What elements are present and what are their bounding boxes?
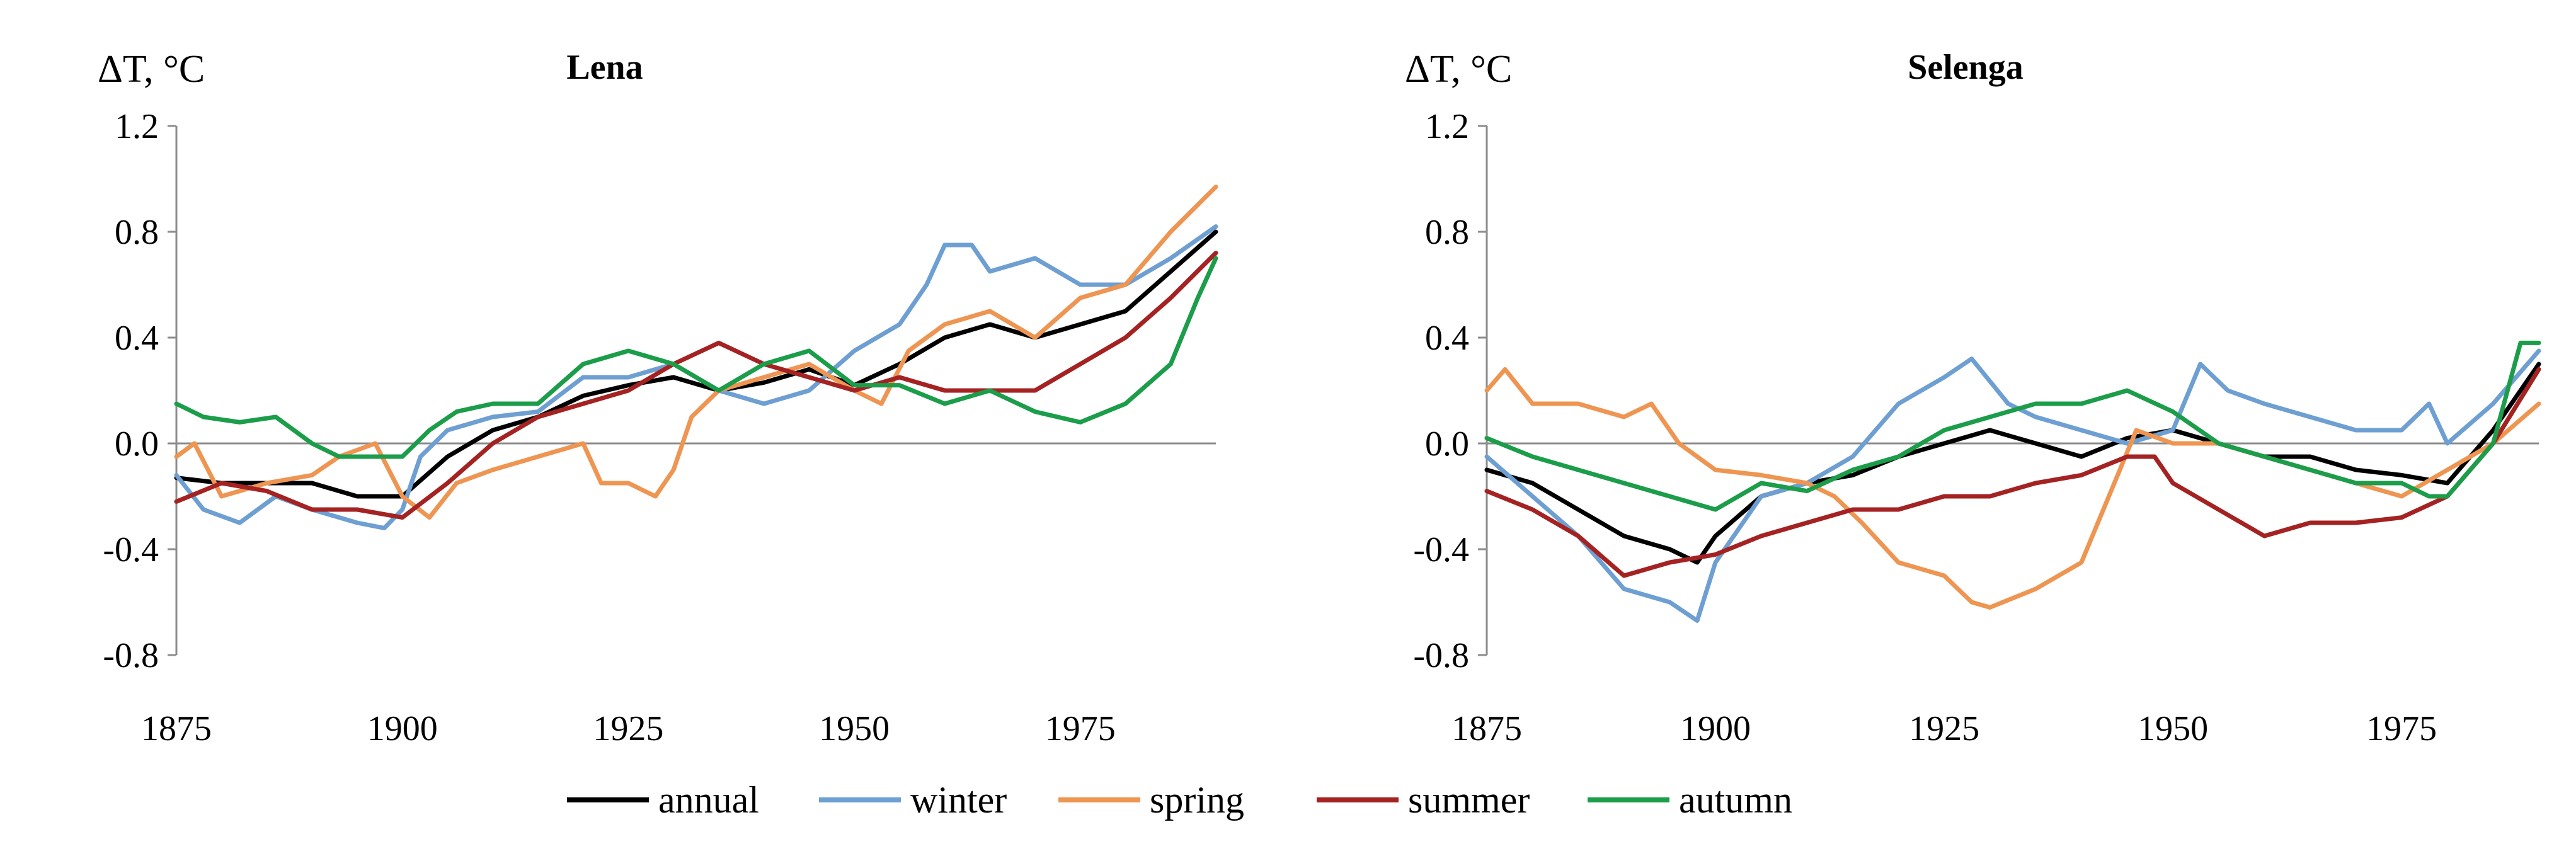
legend-label-winter: winter xyxy=(910,779,1007,821)
x-tick-label: 1875 xyxy=(1451,709,1522,748)
chart-title: Selenga xyxy=(1908,48,2024,87)
y-axis-label: ΔT, °C xyxy=(98,48,205,91)
legend-label-summer: summer xyxy=(1408,779,1530,821)
x-tick-label: 1900 xyxy=(1680,709,1751,748)
y-tick-label: -0.8 xyxy=(103,636,159,675)
y-axis-label: ΔT, °C xyxy=(1405,48,1512,91)
legend: annual winter spring summer autumn xyxy=(567,779,1792,821)
y-tick-label: 0.8 xyxy=(115,213,159,252)
legend-label-spring: spring xyxy=(1150,779,1244,821)
y-tick-label: -0.8 xyxy=(1413,636,1469,675)
series-line-annual xyxy=(174,229,1218,499)
y-tick-label: -0.4 xyxy=(103,530,159,569)
y-tick-label: 0.8 xyxy=(1425,213,1469,252)
series-line-summer xyxy=(1484,367,2541,578)
x-tick-label: 1975 xyxy=(1045,709,1116,748)
legend-label-annual: annual xyxy=(658,779,759,821)
y-tick-label: 1.2 xyxy=(1425,107,1469,146)
series-line-winter xyxy=(1484,348,2541,623)
y-tick-label: 0.4 xyxy=(1425,319,1469,358)
legend-label-autumn: autumn xyxy=(1679,779,1792,821)
y-tick-label: 1.2 xyxy=(115,107,159,146)
x-tick-label: 1950 xyxy=(819,709,890,748)
x-tick-label: 1875 xyxy=(141,709,212,748)
series-line-autumn xyxy=(174,256,1218,459)
x-tick-label: 1950 xyxy=(2138,709,2208,748)
y-tick-label: 0.0 xyxy=(115,425,159,464)
y-tick-label: -0.4 xyxy=(1413,530,1469,569)
series-line-annual xyxy=(1484,362,2541,565)
chart-selenga: Selenga ΔT, °C 1.2 0.8 0.4 0.0 -0.4 -0.8 1875 190… xyxy=(1405,48,2541,748)
y-tick-label: 0.0 xyxy=(1425,425,1469,464)
chart-title: Lena xyxy=(566,48,643,87)
x-tick-label: 1925 xyxy=(593,709,663,748)
chart-lena: Lena ΔT, °C 1.2 0.8 0.4 0.0 -0.4 -0.8 1875 1900 19… xyxy=(98,48,1218,748)
x-tick-label: 1900 xyxy=(367,709,438,748)
series-line-autumn xyxy=(1484,340,2541,512)
series-line-summer xyxy=(174,251,1218,520)
x-tick-label: 1925 xyxy=(1909,709,1979,748)
x-tick-label: 1975 xyxy=(2366,709,2437,748)
y-tick-label: 0.4 xyxy=(115,319,159,358)
